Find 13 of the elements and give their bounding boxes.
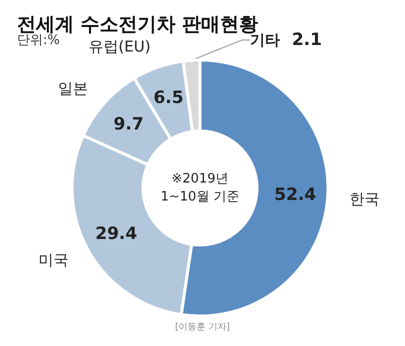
slice-label: 한국 <box>350 190 380 208</box>
chart-subtitle: 단위:% <box>17 33 60 48</box>
data-label: 29.4 <box>95 224 138 244</box>
data-label: 9.7 <box>114 114 144 135</box>
data-label: 6.5 <box>153 88 184 108</box>
slice-label: 일본 <box>58 79 88 98</box>
text: [이동훈 기자] <box>175 322 230 332</box>
text: ※2019년 1~10월 기준 <box>160 172 240 204</box>
slice-label: 미국 <box>38 250 68 269</box>
slice-label: 유럽(EU) <box>88 37 151 56</box>
data-label: 2.1 <box>292 30 322 50</box>
data-label: 52.4 <box>274 185 316 206</box>
chart-title: 전세계 수소전기차 판매현황 <box>17 14 258 36</box>
